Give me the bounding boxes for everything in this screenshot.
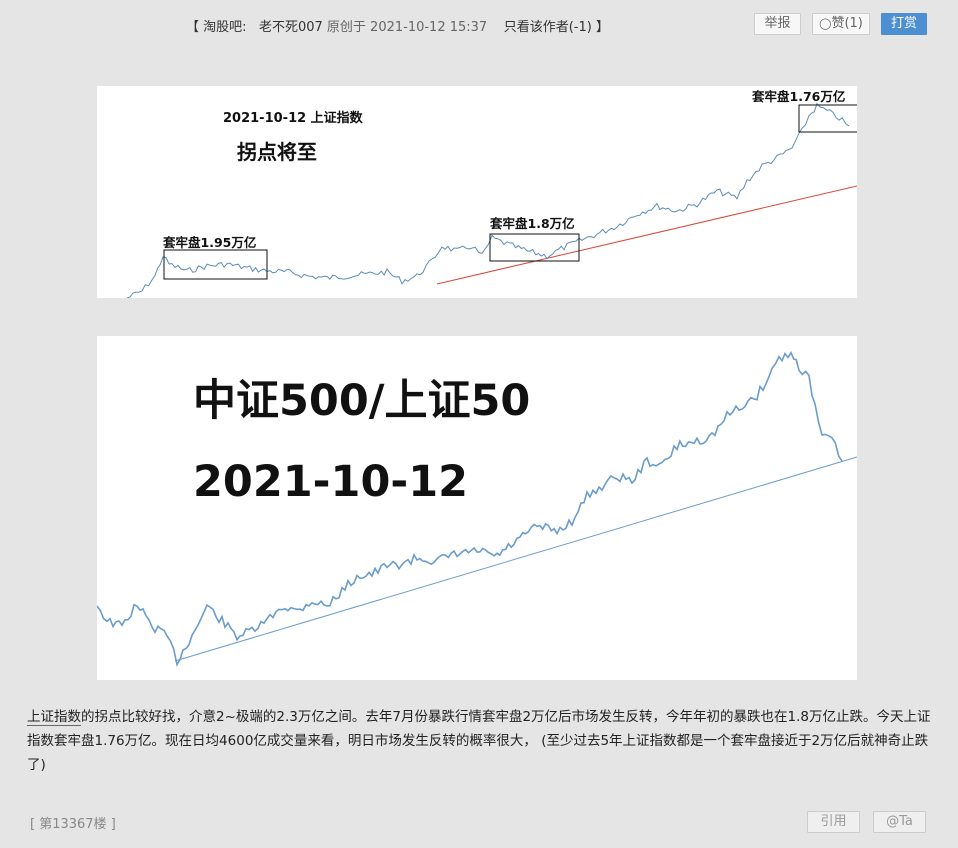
chart2-title: 中证500/上证50 <box>193 376 530 426</box>
floor-number: [ 第13367楼 ] <box>30 817 116 832</box>
at-label: @Ta <box>886 814 913 829</box>
bracket-open: 【 <box>186 20 200 35</box>
chart1-box2 <box>489 233 580 262</box>
chart1-box3-label: 套牢盘1.76万亿 <box>751 89 845 104</box>
tip-label: 打赏 <box>890 16 917 31</box>
chart2-ratio-line <box>97 350 843 667</box>
like-button[interactable]: ◯赞(1) <box>812 13 870 35</box>
post-header: 【 淘股吧: 老不死007 原创于 2021-10-12 15:37 只看该作者… <box>0 0 958 48</box>
forum-name[interactable]: 淘股吧: <box>203 20 247 35</box>
shanghai-index-chart-image[interactable]: 2021-10-12 上证指数 拐点将至 套牢盘1.95万亿 套牢盘1.8万亿 … <box>97 86 857 298</box>
chart1-index-line <box>126 102 850 298</box>
report-button[interactable]: 举报 <box>754 13 801 35</box>
body-index-link[interactable]: 上证指数 <box>27 709 81 726</box>
chart1-box3 <box>798 104 857 133</box>
shanghai-index-chart: 2021-10-12 上证指数 拐点将至 套牢盘1.95万亿 套牢盘1.8万亿 … <box>126 89 857 298</box>
tip-button[interactable]: 打赏 <box>881 13 927 35</box>
chart2-trendline <box>174 456 857 662</box>
like-label: 赞(1) <box>831 16 863 31</box>
post-body-text: 上证指数的拐点比较好找，介意2~极端的2.3万亿之间。去年7月份暴跌行情套牢盘2… <box>27 705 932 777</box>
chart1-date-title: 2021-10-12 上证指数 <box>223 110 364 126</box>
post-meta: 【 淘股吧: 老不死007 原创于 2021-10-12 15:37 只看该作者… <box>186 16 609 35</box>
only-author-link[interactable]: 只看该作者(-1) <box>503 20 592 35</box>
csi500-sse50-ratio-chart: 中证500/上证50 2021-10-12 <box>97 350 857 667</box>
bracket-close: 】 <box>595 20 609 35</box>
chart1-subtitle: 拐点将至 <box>237 140 317 164</box>
chart1-trendline <box>436 185 857 285</box>
lightbulb-icon: ◯ <box>819 17 832 30</box>
chart1-box1-label: 套牢盘1.95万亿 <box>162 235 256 250</box>
chart1-box1 <box>163 249 268 280</box>
quote-label: 引用 <box>820 814 847 829</box>
quote-button[interactable]: 引用 <box>807 811 860 833</box>
author-name[interactable]: 老不死007 <box>258 20 323 35</box>
chart2-date: 2021-10-12 <box>193 457 468 507</box>
csi500-sse50-ratio-chart-image[interactable]: 中证500/上证50 2021-10-12 <box>97 336 857 680</box>
chart1-box2-label: 套牢盘1.8万亿 <box>489 216 575 231</box>
post-time: 原创于 2021-10-12 15:37 <box>326 20 488 35</box>
at-ta-button[interactable]: @Ta <box>873 811 926 833</box>
report-label: 举报 <box>764 16 791 31</box>
body-text: 的拐点比较好找，介意2~极端的2.3万亿之间。去年7月份暴跌行情套牢盘2万亿后市… <box>27 709 931 773</box>
